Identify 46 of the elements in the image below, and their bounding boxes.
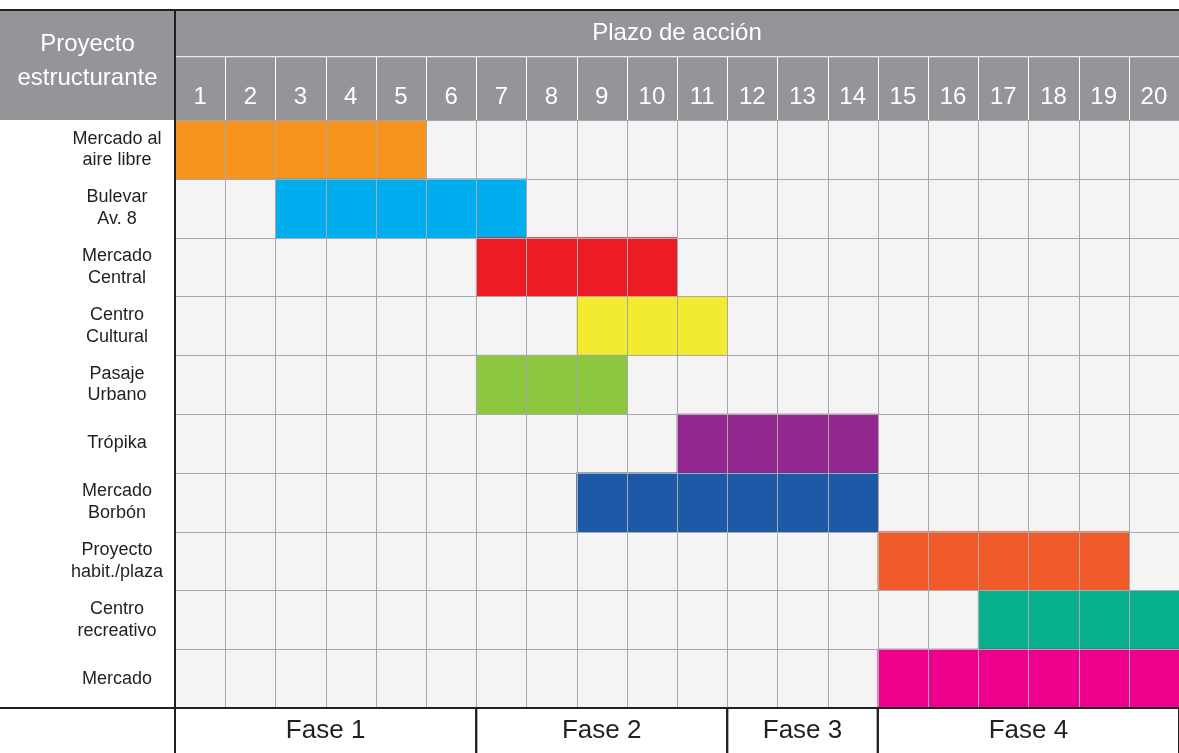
bar (475, 354, 628, 415)
y-tick-label: Centro Cultural (85, 303, 148, 346)
y-axis-title: Proyecto estructurante (17, 28, 158, 90)
x-tick-label: 15 (889, 82, 917, 110)
band-label: Fase 4 (988, 713, 1069, 744)
y-tick-label: Bulevar Av. 8 (86, 186, 148, 228)
x-tick-label: 6 (444, 82, 458, 110)
y-tick-label: Pasaje Urbano (87, 362, 147, 405)
bar (475, 237, 678, 297)
x-tick-label: 10 (638, 82, 666, 110)
bar (676, 413, 879, 474)
y-tick-label: Centro recreativo (77, 597, 157, 640)
y-tick-label: Mercado al aire libre (72, 127, 162, 170)
x-tick-label: 16 (939, 82, 967, 110)
band-label: Fase 3 (762, 713, 843, 744)
bar (275, 178, 527, 238)
x-tick-label: 9 (595, 82, 609, 110)
x-tick-label: 4 (344, 82, 358, 110)
band-label: Fase 2 (561, 713, 642, 744)
x-tick-label: 11 (689, 82, 715, 110)
x-tick-label: 19 (1090, 82, 1118, 110)
y-tick-label: Mercado Borbón (81, 480, 152, 522)
y-tick-label: Mercado Central (81, 245, 152, 287)
x-tick-label: 13 (789, 82, 816, 110)
x-tick-label: 3 (293, 82, 308, 110)
x-tick-label: 12 (738, 82, 766, 110)
x-tick-label: 1 (193, 82, 207, 110)
bar (175, 120, 427, 180)
x-tick-label: 2 (243, 82, 257, 110)
x-tick-label: 5 (394, 82, 408, 110)
y-tick-label: Trópika (87, 432, 148, 453)
x-axis-title: Plazo de acción (592, 17, 762, 45)
x-tick-label: 17 (989, 82, 1017, 110)
x-tick-label: 7 (494, 82, 508, 110)
x-tick-label: 18 (1040, 82, 1067, 110)
bar (576, 296, 728, 356)
bar (877, 648, 1179, 708)
y-tick-label: Mercado (81, 667, 152, 688)
x-tick-label: 20 (1140, 82, 1168, 110)
bar (977, 590, 1179, 650)
x-tick-label: 14 (839, 82, 867, 110)
bar (576, 472, 879, 532)
bar (877, 531, 1130, 591)
y-tick-label: Proyecto habit./plaza (70, 539, 164, 581)
x-tick-label: 8 (544, 82, 559, 110)
band-label: Fase 1 (285, 713, 366, 744)
